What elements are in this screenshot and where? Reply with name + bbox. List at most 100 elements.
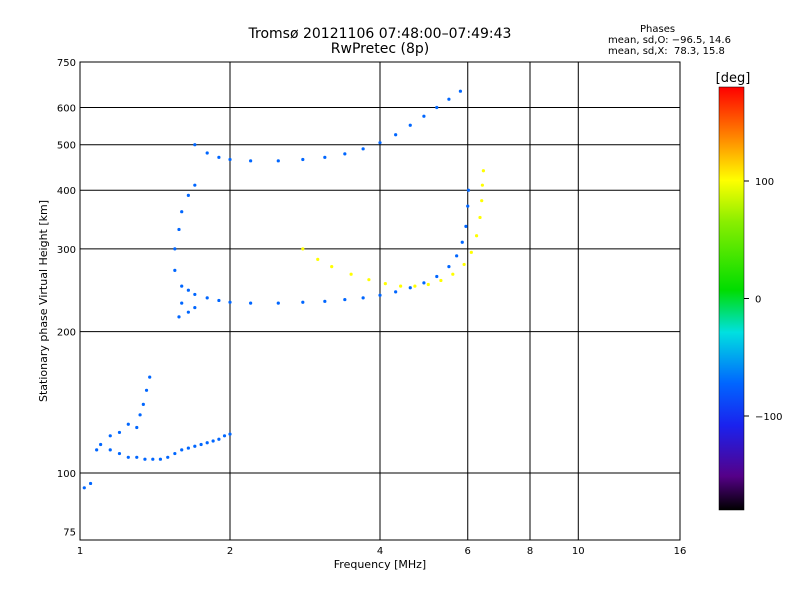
data-point <box>173 247 177 251</box>
colorbar-tick-label: 100 <box>755 177 774 188</box>
x-tick-label: 4 <box>377 546 383 557</box>
data-point <box>249 301 253 305</box>
x-tick-label: 10 <box>572 546 585 557</box>
y-tick-label: 750 <box>57 58 76 69</box>
data-point <box>276 301 280 305</box>
data-point <box>413 284 417 288</box>
data-point <box>466 204 470 208</box>
data-point <box>217 155 221 159</box>
data-point <box>217 437 221 441</box>
data-point <box>180 301 184 305</box>
data-point <box>458 89 463 93</box>
data-point <box>481 169 485 173</box>
data-point <box>193 305 197 310</box>
data-point <box>99 442 103 447</box>
data-point <box>422 281 426 285</box>
colorbar-tick-label: 0 <box>755 295 761 306</box>
y-tick-label: 75 <box>63 528 76 539</box>
data-point <box>193 444 197 448</box>
data-point <box>173 268 177 272</box>
data-point <box>186 193 190 197</box>
data-point <box>135 425 139 430</box>
data-point <box>180 284 184 288</box>
y-tick-label: 400 <box>57 186 76 197</box>
data-point <box>343 297 347 302</box>
data-point <box>301 300 305 304</box>
data-point <box>439 278 443 283</box>
data-point <box>205 441 209 445</box>
phases-stats-x: mean, sd,X: 78.3, 15.8 <box>608 46 725 57</box>
data-points <box>82 89 485 490</box>
data-point <box>323 299 327 303</box>
colorbar-label: [deg] <box>716 71 751 86</box>
data-point <box>301 247 305 251</box>
data-point <box>88 481 93 486</box>
y-tick-label: 600 <box>57 104 76 115</box>
data-point <box>205 296 209 300</box>
data-point <box>148 375 152 379</box>
data-point <box>435 274 439 279</box>
data-point <box>466 188 471 192</box>
data-point <box>367 278 371 282</box>
chart-title-line1: Tromsø 20121106 07:48:00–07:49:43 <box>248 26 512 42</box>
data-point <box>186 288 190 292</box>
data-point <box>193 143 197 147</box>
data-point <box>151 457 155 461</box>
data-point <box>117 451 122 456</box>
data-point <box>143 457 147 461</box>
data-point <box>222 434 227 438</box>
data-point <box>422 114 426 118</box>
data-point <box>323 155 327 159</box>
data-point <box>462 262 466 267</box>
data-point <box>249 159 253 163</box>
y-tick-label: 500 <box>57 141 76 152</box>
data-point <box>138 413 142 417</box>
y-axis-label: Stationary phase Virtual Height [km] <box>37 200 50 402</box>
data-point <box>399 284 403 288</box>
data-point <box>330 265 334 269</box>
data-point <box>447 97 451 101</box>
data-point <box>464 224 468 228</box>
data-point <box>394 133 398 137</box>
data-point <box>451 272 455 276</box>
plot-frame <box>79 61 681 541</box>
data-point <box>211 439 215 443</box>
data-point <box>426 282 430 287</box>
data-point <box>217 298 221 303</box>
data-point <box>166 455 170 459</box>
data-point <box>82 486 86 490</box>
data-point <box>141 402 145 406</box>
data-point <box>301 157 305 162</box>
data-point <box>180 210 184 214</box>
data-point <box>135 455 139 459</box>
axis-ticks: 1 2 4 6 8 10 16 75 100 200 300 400 500 600 750 <box>57 58 686 557</box>
data-point <box>378 141 382 145</box>
colorbar-ticks: 100 0 −100 <box>744 177 782 423</box>
data-point <box>117 430 122 435</box>
data-point <box>193 183 197 187</box>
data-point <box>316 257 320 261</box>
data-point <box>186 446 190 450</box>
data-point <box>177 315 181 319</box>
data-point <box>408 123 412 127</box>
x-axis-label: Frequency [MHz] <box>334 558 426 571</box>
y-tick-label: 300 <box>57 245 76 256</box>
y-tick-label: 200 <box>57 328 76 339</box>
data-point <box>435 105 439 110</box>
colorbar-tick-label: −100 <box>755 412 782 423</box>
data-point <box>228 300 232 304</box>
data-point <box>108 448 112 452</box>
data-point <box>186 310 190 314</box>
data-point <box>228 157 232 162</box>
y-tick-label: 100 <box>57 469 76 480</box>
data-point <box>447 265 451 269</box>
data-point <box>199 442 203 447</box>
data-point <box>276 159 280 163</box>
data-point <box>378 293 382 297</box>
x-tick-label: 2 <box>227 546 233 557</box>
data-point <box>408 286 412 290</box>
data-point <box>173 451 177 456</box>
colorbar <box>718 86 745 511</box>
data-point <box>95 448 99 452</box>
